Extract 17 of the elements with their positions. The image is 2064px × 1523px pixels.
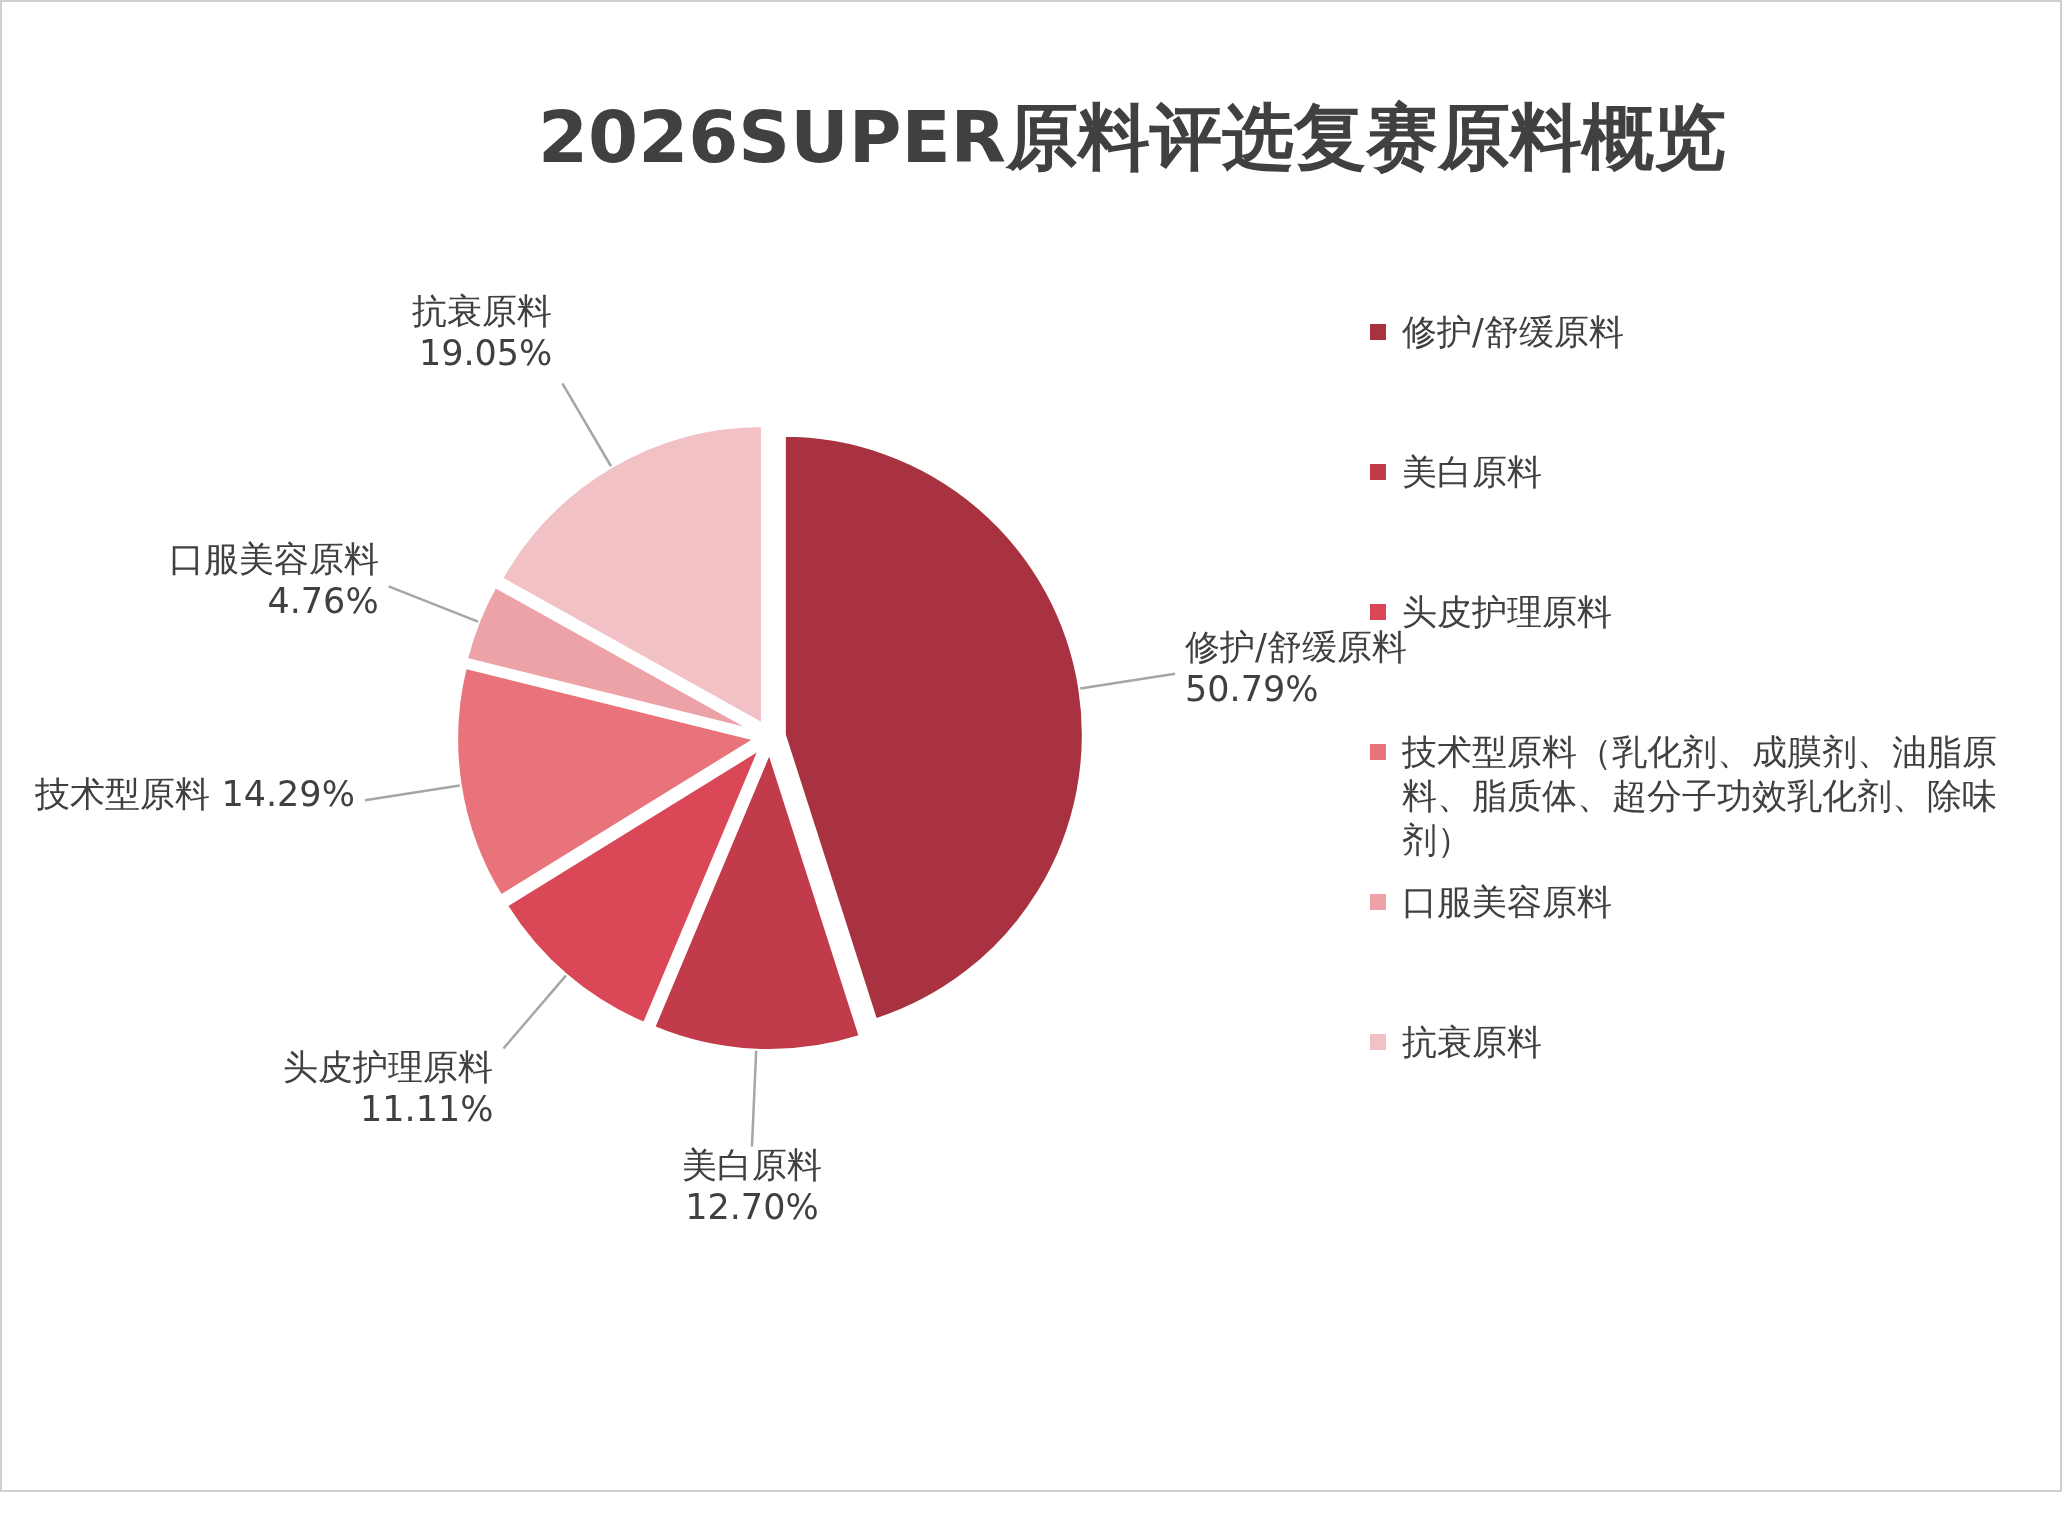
data-label: 技术型原料 14.29%: [34, 774, 355, 815]
legend-label: 技术型原料（乳化剂、成膜剂、油脂原料、脂质体、超分子功效乳化剂、除味剂）: [1402, 731, 1998, 862]
chart-title: 2026SUPER原料评选复赛原料概览: [537, 95, 1727, 179]
data-label: 12.70%: [685, 1186, 819, 1227]
legend-label: 抗衰原料: [1402, 1021, 1542, 1064]
data-label: 50.79%: [1185, 668, 1319, 709]
data-label: 19.05%: [418, 333, 553, 374]
legend-label: 修护/舒缓原料: [1402, 311, 1624, 354]
legend-label: 美白原料: [1402, 451, 1542, 494]
legend-label: 头皮护理原料: [1402, 591, 1612, 632]
slice-label: 抗衰原料: [412, 291, 553, 332]
legend-label: 口服美容原料: [1402, 881, 1612, 924]
slice-label: 美白原料: [681, 1144, 822, 1185]
data-label: 11.11%: [359, 1088, 494, 1129]
data-label: 4.76%: [267, 581, 379, 622]
slice-label: 口服美容原料: [168, 539, 379, 580]
slice-label: 头皮护理原料: [283, 1046, 494, 1087]
